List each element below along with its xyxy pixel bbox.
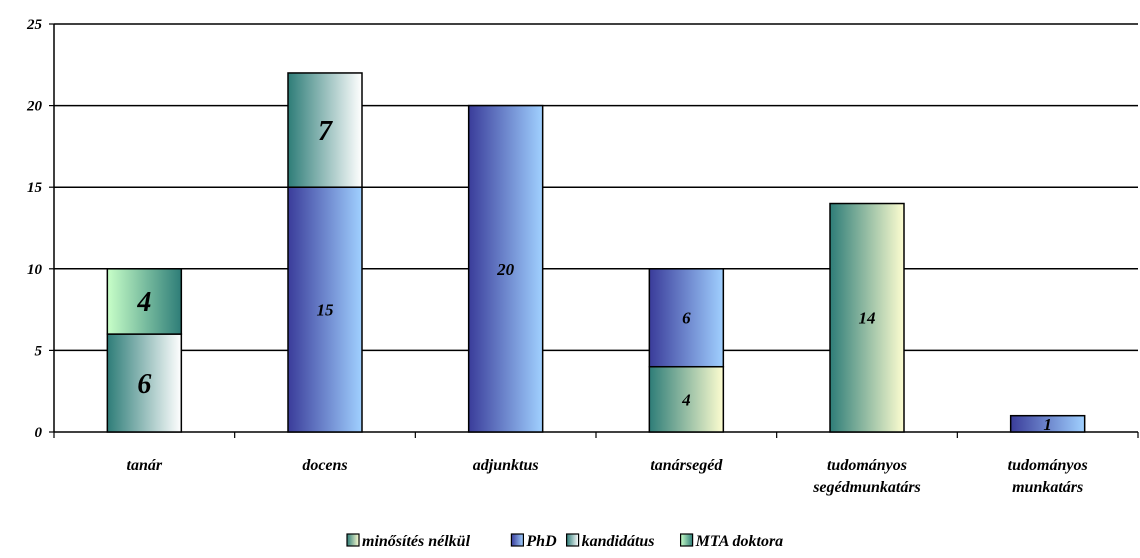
axes: 0 5 10 15 20 25 tanár docens adjunktus tanársegéd… — [26, 17, 1139, 496]
x-tick-label: tanársegéd — [650, 457, 723, 474]
y-tick-label: 20 — [26, 99, 43, 115]
legend-swatch — [565, 533, 580, 547]
data-label: 6 — [137, 369, 151, 400]
legend: minősítés nélkül PhD kandidátus MTA doktora — [346, 533, 784, 550]
legend-entry: minősítés nélkül — [362, 533, 471, 550]
bar-segment — [648, 365, 725, 433]
bar-segment — [467, 104, 544, 433]
data-label: 6 — [682, 309, 691, 328]
bar-segment — [1009, 414, 1086, 433]
bar-segment — [106, 333, 183, 433]
data-label: 14 — [859, 309, 876, 328]
x-tick-label: tudományos segédmunkatárs — [812, 457, 921, 496]
bar-segment — [648, 268, 725, 368]
data-label: 1 — [1043, 415, 1052, 434]
legend-entry: PhD — [525, 533, 557, 550]
data-labels: 6 4 15 7 20 4 6 14 1 — [136, 116, 1052, 434]
legend-swatch — [679, 533, 694, 547]
y-tick-label: 15 — [27, 180, 43, 196]
legend-swatch — [346, 533, 360, 547]
legend-entry: kandidátus — [582, 533, 655, 550]
bar-segment — [287, 72, 363, 188]
legend-entry: MTA doktora — [695, 533, 784, 550]
data-label: 4 — [681, 390, 691, 409]
x-tick-label: tudományos munkatárs — [1008, 457, 1088, 496]
y-tick-label: 0 — [35, 425, 43, 441]
y-tick-label: 5 — [35, 343, 43, 359]
bar-segment — [829, 202, 905, 433]
legend-swatch — [510, 533, 524, 547]
x-tick-label: tanár — [127, 457, 163, 474]
x-tick-label: adjunktus — [473, 457, 539, 474]
gridlines — [54, 23, 1138, 352]
x-tick-label: docens — [302, 457, 347, 474]
data-label: 15 — [317, 301, 335, 320]
bar-segment — [106, 268, 183, 335]
data-label: 7 — [318, 116, 333, 147]
y-tick-label: 10 — [27, 262, 43, 278]
bars — [106, 72, 1086, 433]
data-label: 20 — [496, 260, 515, 279]
bar-segment — [287, 186, 363, 433]
data-label: 4 — [136, 287, 151, 318]
y-tick-label: 25 — [26, 17, 43, 33]
